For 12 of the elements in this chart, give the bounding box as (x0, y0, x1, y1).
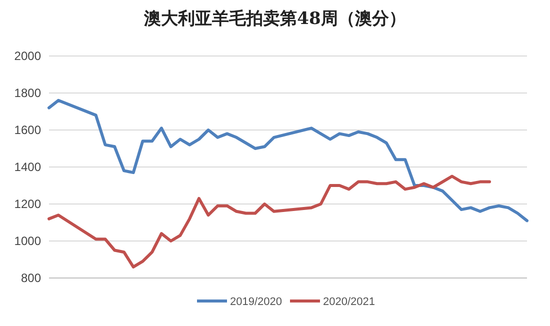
legend-label: 2019/2020 (230, 296, 282, 308)
y-tick-label: 1800 (14, 86, 42, 100)
y-tick-label: 800 (20, 271, 42, 285)
chart-title: 澳大利亚羊毛拍卖第48周（澳分） (143, 9, 406, 29)
legend-label: 2020/2021 (323, 296, 375, 308)
line-series (48, 98, 528, 222)
y-tick-label: 1600 (14, 123, 42, 137)
line-series (48, 174, 492, 268)
y-tick-label: 1000 (14, 234, 42, 248)
y-tick-label: 2000 (14, 49, 42, 63)
y-tick-label: 1200 (14, 197, 42, 211)
y-tick-label: 1400 (14, 160, 42, 174)
